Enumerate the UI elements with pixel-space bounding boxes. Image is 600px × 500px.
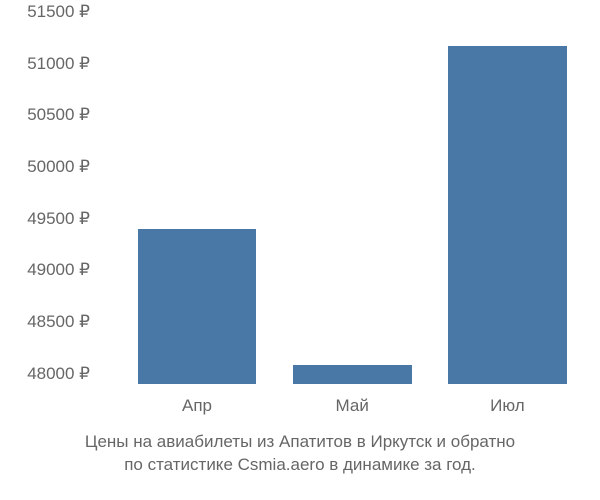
bar [138,229,257,384]
bar [293,365,412,384]
y-tick-label: 51000 ₽ [27,54,100,74]
plot-area: 48000 ₽48500 ₽49000 ₽49500 ₽50000 ₽50500… [100,12,585,384]
y-tick-label: 50000 ₽ [27,157,100,177]
y-tick-label: 50500 ₽ [27,105,100,125]
bar [448,46,567,384]
y-tick-label: 49500 ₽ [27,209,100,229]
y-tick-label: 48000 ₽ [27,364,100,384]
y-tick-label: 51500 ₽ [27,2,100,22]
x-tick-label: Июл [490,384,525,416]
price-chart: 48000 ₽ 48500 ₽ 49000 ₽ 49500 ₽ 50000 ₽ 50500… [0,0,600,500]
caption-line: Цены на авиабилеты из Апатитов в Иркутск… [0,430,600,453]
x-tick-label: Апр [182,384,212,416]
caption-line: по статистике Csmia.aero в динамике за г… [0,453,600,476]
chart-caption: Цены на авиабилеты из Апатитов в Иркутск… [0,430,600,476]
x-tick-label: Май [336,384,369,416]
y-tick-label: 48500 ₽ [27,312,100,332]
y-tick-label: 49000 ₽ [27,260,100,280]
